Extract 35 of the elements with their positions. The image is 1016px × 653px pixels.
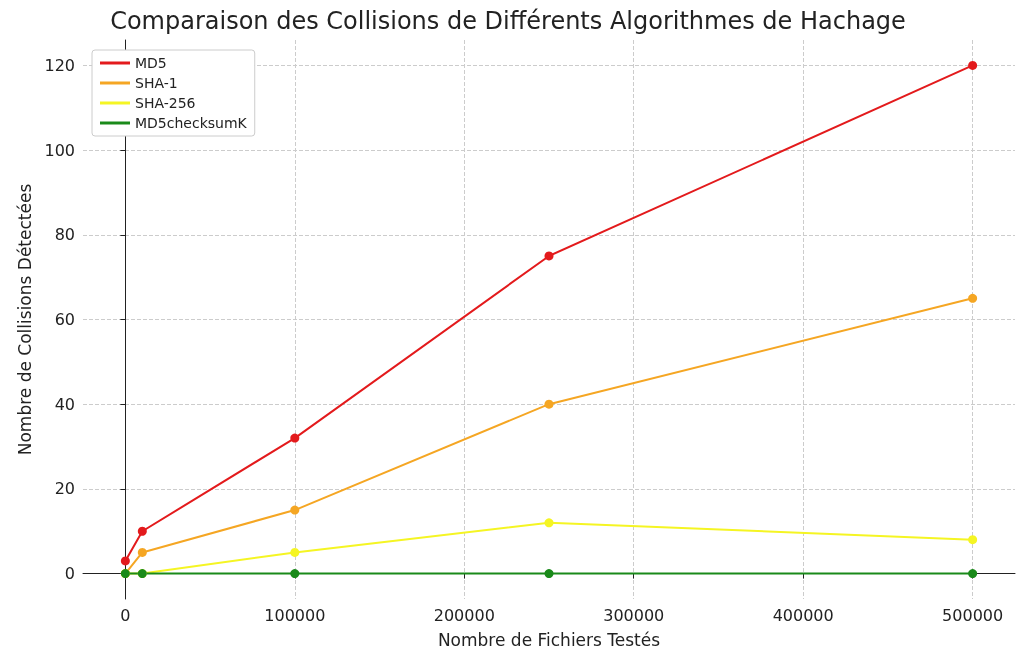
legend-label: SHA-256 [135,95,196,111]
point [137,526,147,536]
point [968,535,978,545]
y-tick-label: 120 [44,55,75,75]
y-tick-label: 60 [54,310,75,329]
x-tick-label: 0 [120,605,131,625]
point [137,547,147,557]
legend-label: SHA-1 [135,75,178,91]
y-tick-label: 80 [54,225,75,245]
point [290,433,300,443]
point [544,518,554,528]
point [120,556,130,566]
y-tick-label: 0 [64,564,75,584]
x-tick-label: 200000 [433,605,495,625]
y-axis-title: Nombre de Collisions Détectées [14,183,35,456]
x-tick-label: 500000 [942,605,1004,625]
point [290,569,300,579]
y-tick-label: 20 [54,479,75,499]
point [968,569,978,579]
y-tick-label: 100 [44,140,75,160]
point [290,505,300,515]
point [968,293,978,303]
point [544,569,554,579]
point [544,251,554,261]
legend-label: MD5 [135,55,167,71]
legend-label: MD5checksumK [135,115,248,131]
x-tick-label: 300000 [603,605,665,625]
chart-title: Comparaison des Collisions de Différents Algorithmes de Hachage [110,7,906,35]
point [968,60,978,70]
y-tick-label: 40 [54,394,75,414]
x-tick-label: 100000 [264,605,326,625]
point [290,547,300,557]
point [544,399,554,409]
x-axis-title: Nombre de Fichiers Testés [437,629,661,650]
x-tick-label: 400000 [772,605,834,625]
